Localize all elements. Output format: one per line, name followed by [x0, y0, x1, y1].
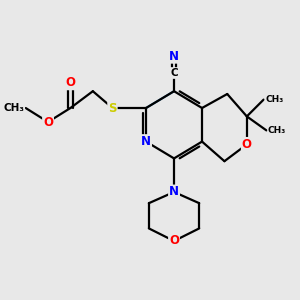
Text: O: O: [242, 138, 252, 151]
Text: N: N: [169, 185, 179, 199]
Text: O: O: [65, 76, 75, 89]
Text: CH₃: CH₃: [265, 95, 283, 104]
Text: O: O: [43, 116, 53, 128]
Text: O: O: [169, 235, 179, 248]
Text: CH₃: CH₃: [268, 126, 286, 135]
Text: S: S: [108, 101, 117, 115]
Text: C: C: [170, 68, 178, 78]
Text: CH₃: CH₃: [3, 103, 24, 113]
Text: N: N: [141, 135, 151, 148]
Text: N: N: [169, 50, 179, 63]
